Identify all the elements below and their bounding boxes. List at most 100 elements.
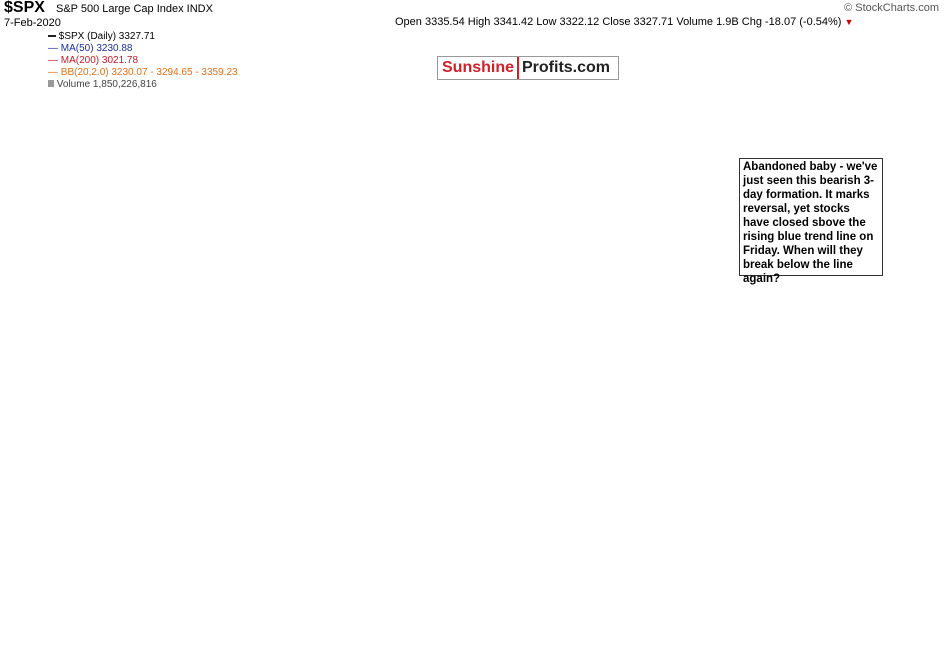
candle-body: [873, 51, 877, 59]
candle-body: [382, 287, 386, 293]
volume-bar: [807, 359, 810, 405]
candle-body: [596, 208, 600, 214]
candle-body: [504, 294, 508, 299]
watermark[interactable]: © StockCharts.com: [844, 2, 939, 14]
candle-body: [779, 93, 783, 96]
volume-bar: [789, 347, 793, 405]
volume-bar: [443, 355, 447, 405]
candle-body: [110, 296, 114, 303]
volume-bar: [560, 338, 564, 405]
volume-bar: [143, 358, 146, 405]
volume-bar: [469, 339, 472, 405]
volume-bar: [423, 355, 426, 405]
candle-body: [295, 242, 299, 249]
candle-body: [54, 286, 58, 293]
candle-body: [710, 170, 714, 177]
volume-bar: [510, 358, 513, 405]
candle-body: [799, 78, 803, 84]
candle-body: [405, 307, 409, 311]
volume-bar: [426, 363, 429, 405]
legend-price: $SPX (Daily) 3327.71: [48, 31, 155, 42]
volume-bar: [192, 355, 195, 405]
candle-body: [339, 250, 343, 253]
candle-body: [756, 111, 760, 114]
volume-bar: [677, 359, 681, 405]
volume-bar: [433, 352, 436, 405]
volume-bar: [108, 337, 111, 405]
candle-body: [420, 296, 424, 301]
candle-body: [832, 65, 836, 69]
candle-body: [379, 289, 383, 297]
candle-body: [397, 301, 401, 306]
candle-body: [575, 216, 579, 223]
volume-bar: [700, 354, 703, 405]
volume-bar: [375, 360, 378, 405]
price-tick-label: 3100: [902, 179, 925, 190]
sunshine-profits-logo: Sunshine Profits.com: [437, 56, 619, 80]
volume-bar: [476, 336, 480, 405]
candle-body: [99, 289, 103, 292]
volume-bar: [230, 352, 233, 405]
candle-body: [336, 241, 340, 244]
ohlc-text: Open 3335.54 High 3341.42 Low 3322.12 Cl…: [395, 16, 842, 28]
volume-bar: [622, 354, 625, 405]
volume-bar: [413, 364, 416, 405]
volume-bar: [87, 353, 90, 405]
candle-body: [644, 183, 648, 188]
candle-body: [392, 293, 396, 298]
volume-bar: [601, 337, 604, 405]
x-tick-label: Jul: [263, 408, 276, 419]
candle-body: [300, 248, 304, 255]
volume-bar: [100, 340, 103, 405]
candle-body: [822, 53, 826, 60]
volume-bar: [319, 343, 322, 405]
sto-k-box: [897, 573, 935, 587]
volume-bar: [545, 344, 548, 405]
volume-bar: [240, 358, 243, 405]
volume-bar: [128, 354, 131, 405]
candle-body: [402, 306, 406, 311]
volume-bar: [242, 341, 246, 405]
candle-body: [743, 126, 747, 129]
candle-body: [560, 238, 564, 241]
volume-bar: [703, 336, 706, 405]
volume-bar: [576, 338, 579, 405]
price-tick-label: 2925: [902, 279, 925, 290]
candle-body: [496, 272, 500, 279]
volume-bar: [115, 361, 118, 405]
candle-body: [590, 202, 595, 208]
volume-bar: [568, 357, 571, 405]
candle-body: [181, 383, 185, 386]
candle-body: [557, 233, 561, 235]
volume-bar: [357, 336, 360, 405]
candle-body: [191, 353, 195, 356]
volume-bar: [769, 348, 772, 405]
candle-body: [102, 305, 106, 310]
candle-body: [763, 109, 768, 115]
candle-body: [82, 269, 86, 276]
volume-bar: [237, 356, 240, 405]
volume-bar: [405, 364, 408, 405]
volume-bar: [754, 364, 757, 405]
price-label-box: [897, 64, 945, 78]
candle-body: [328, 235, 332, 239]
candle-body: [438, 260, 442, 263]
candle-body: [374, 297, 378, 302]
price-label-bb_upper: 3359.23: [901, 30, 938, 41]
volume-bar: [202, 357, 205, 405]
volume-bar: [504, 359, 508, 405]
candle-body: [621, 191, 625, 198]
price-tick-label: 2775: [902, 365, 925, 376]
volume-bar: [482, 362, 485, 405]
candle-body: [377, 294, 381, 297]
volume-bar: [619, 348, 622, 405]
volume-bar: [586, 364, 589, 405]
candle-body: [288, 244, 292, 251]
price-tick-label: 3050: [902, 207, 925, 218]
volume-bar: [728, 350, 731, 405]
candle-body: [774, 101, 778, 104]
volume-bar: [774, 338, 777, 405]
volume-bar: [80, 353, 83, 405]
volume-bar: [525, 347, 528, 405]
candle-body: [868, 45, 872, 50]
